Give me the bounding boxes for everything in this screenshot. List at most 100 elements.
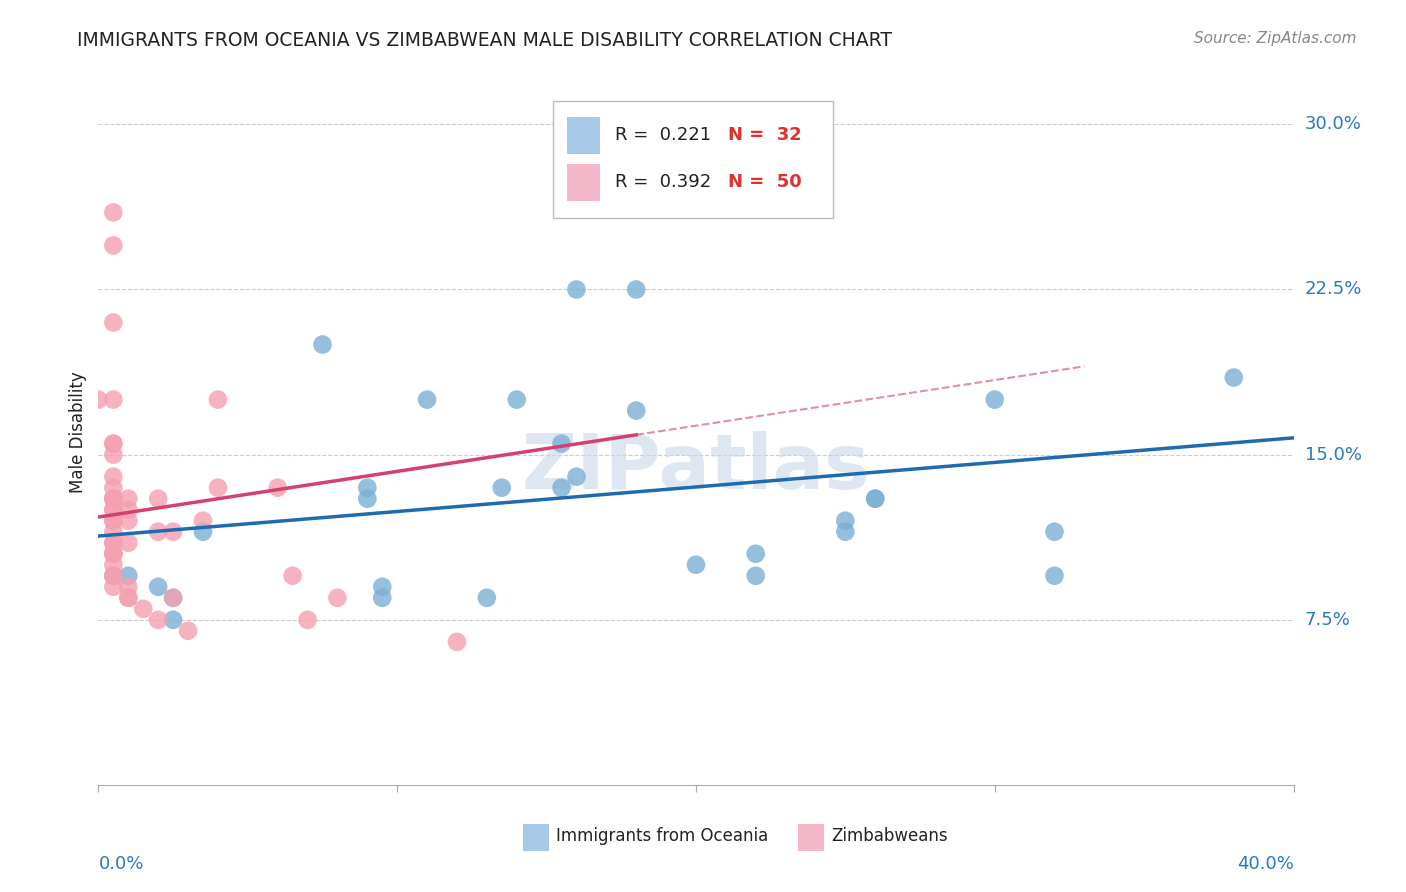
Point xyxy=(117,568,139,582)
Text: N =  50: N = 50 xyxy=(728,173,801,192)
FancyBboxPatch shape xyxy=(567,117,600,153)
Point xyxy=(103,491,125,506)
Point xyxy=(162,591,184,605)
Point xyxy=(103,524,125,539)
Point xyxy=(103,547,125,561)
Point xyxy=(371,580,394,594)
Point xyxy=(984,392,1007,407)
Point xyxy=(491,481,513,495)
Point xyxy=(103,535,125,549)
Point xyxy=(506,392,529,407)
Text: 0.0%: 0.0% xyxy=(98,855,143,873)
Point xyxy=(207,481,229,495)
Text: 15.0%: 15.0% xyxy=(1305,446,1361,464)
Point xyxy=(148,524,170,539)
Point xyxy=(356,481,378,495)
Text: ZIPatlas: ZIPatlas xyxy=(522,431,870,505)
Point xyxy=(103,491,125,506)
Point xyxy=(191,524,214,539)
Point xyxy=(103,491,125,506)
Point xyxy=(148,580,170,594)
Point xyxy=(103,481,125,495)
Point xyxy=(162,524,184,539)
Point xyxy=(416,392,439,407)
Point xyxy=(117,502,139,516)
Point xyxy=(162,591,184,605)
Point xyxy=(865,491,887,506)
Point xyxy=(103,436,125,450)
Point xyxy=(117,535,139,549)
Point xyxy=(132,601,155,615)
Point xyxy=(103,547,125,561)
Point xyxy=(626,403,648,417)
FancyBboxPatch shape xyxy=(553,102,834,218)
Text: 22.5%: 22.5% xyxy=(1305,280,1362,299)
Point xyxy=(207,392,229,407)
Text: Source: ZipAtlas.com: Source: ZipAtlas.com xyxy=(1194,31,1357,46)
Point xyxy=(103,568,125,582)
Point xyxy=(745,547,768,561)
Text: 30.0%: 30.0% xyxy=(1305,115,1361,133)
Point xyxy=(1223,370,1246,384)
FancyBboxPatch shape xyxy=(523,824,548,851)
Point xyxy=(103,558,125,572)
Point xyxy=(475,591,498,605)
Point xyxy=(685,558,707,572)
Y-axis label: Male Disability: Male Disability xyxy=(69,372,87,493)
Point xyxy=(117,580,139,594)
Point xyxy=(281,568,304,582)
Point xyxy=(103,502,125,516)
Text: R =  0.221: R = 0.221 xyxy=(614,127,728,145)
Text: Zimbabweans: Zimbabweans xyxy=(831,827,948,845)
Point xyxy=(103,514,125,528)
Point xyxy=(162,613,184,627)
Point xyxy=(103,316,125,330)
Point xyxy=(103,448,125,462)
Point xyxy=(103,580,125,594)
Text: IMMIGRANTS FROM OCEANIA VS ZIMBABWEAN MALE DISABILITY CORRELATION CHART: IMMIGRANTS FROM OCEANIA VS ZIMBABWEAN MA… xyxy=(77,31,893,50)
Point xyxy=(1043,524,1066,539)
Point xyxy=(87,392,110,407)
Point xyxy=(117,591,139,605)
Point xyxy=(326,591,349,605)
Point xyxy=(103,535,125,549)
Point xyxy=(550,481,572,495)
Point xyxy=(148,613,170,627)
Point xyxy=(103,238,125,252)
Point xyxy=(834,514,856,528)
Text: 7.5%: 7.5% xyxy=(1305,611,1351,629)
Point xyxy=(626,283,648,297)
Point xyxy=(550,436,572,450)
Point xyxy=(311,337,333,351)
FancyBboxPatch shape xyxy=(797,824,824,851)
Point xyxy=(117,514,139,528)
Point xyxy=(565,469,588,483)
Point xyxy=(103,547,125,561)
Point xyxy=(103,514,125,528)
Point xyxy=(626,139,648,153)
Point xyxy=(297,613,319,627)
Point xyxy=(103,205,125,219)
Point xyxy=(191,514,214,528)
Point xyxy=(117,591,139,605)
Point xyxy=(103,502,125,516)
Point xyxy=(267,481,290,495)
Point xyxy=(371,591,394,605)
Point xyxy=(865,491,887,506)
Text: 40.0%: 40.0% xyxy=(1237,855,1294,873)
Text: Immigrants from Oceania: Immigrants from Oceania xyxy=(557,827,769,845)
Point xyxy=(177,624,200,638)
Point xyxy=(565,283,588,297)
Point xyxy=(1043,568,1066,582)
Point xyxy=(834,524,856,539)
Point xyxy=(103,568,125,582)
Point xyxy=(103,436,125,450)
Point xyxy=(446,635,468,649)
Point xyxy=(117,491,139,506)
FancyBboxPatch shape xyxy=(567,164,600,201)
Point xyxy=(103,392,125,407)
Point xyxy=(103,568,125,582)
Text: R =  0.392: R = 0.392 xyxy=(614,173,728,192)
Point xyxy=(356,491,378,506)
Point xyxy=(148,491,170,506)
